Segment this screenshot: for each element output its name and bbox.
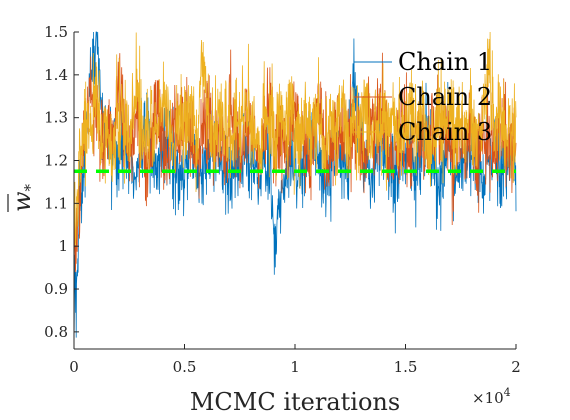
legend-label-3: Chain 3 (398, 118, 492, 146)
y-tick-label: 1.5 (44, 23, 68, 41)
legend: Chain 1 Chain 2 Chain 3 (354, 48, 492, 146)
x-exponent-base: ×10 (472, 389, 504, 407)
y-tick-label: 0.9 (44, 280, 68, 298)
y-tick-label: 1.2 (44, 152, 68, 170)
legend-label-2: Chain 2 (398, 83, 492, 111)
y-label-sub: * (21, 183, 39, 191)
x-axis-exponent: ×104 (472, 386, 511, 407)
series-line-3 (73, 31, 517, 247)
y-tick-label: 1.4 (44, 66, 68, 84)
y-axis-label-group: w* (7, 183, 39, 212)
legend-label-1: Chain 1 (398, 48, 492, 76)
y-tick-label: 1.1 (44, 194, 68, 212)
x-tick-label: 2 (511, 358, 521, 376)
x-exponent-power: 4 (504, 386, 511, 399)
y-tick-label: 1 (58, 237, 68, 255)
plot-area (73, 31, 517, 345)
x-tick-label: 0.5 (173, 358, 197, 376)
x-tick-label: 0 (69, 358, 79, 376)
y-tick-label: 0.8 (44, 323, 68, 341)
x-axis-label: MCMC iterations (190, 388, 400, 416)
x-tick-label: 1.5 (394, 358, 418, 376)
series-line-1 (73, 31, 517, 345)
y-label-base: w (8, 191, 36, 212)
y-tick-label: 1.3 (44, 109, 68, 127)
x-tick-label: 1 (290, 358, 300, 376)
axes: 0 0.5 1 1.5 2 0.8 0.9 1 1.1 1.2 1.3 1.4 1.5 (44, 23, 521, 376)
y-axis-label: w* (8, 183, 39, 212)
